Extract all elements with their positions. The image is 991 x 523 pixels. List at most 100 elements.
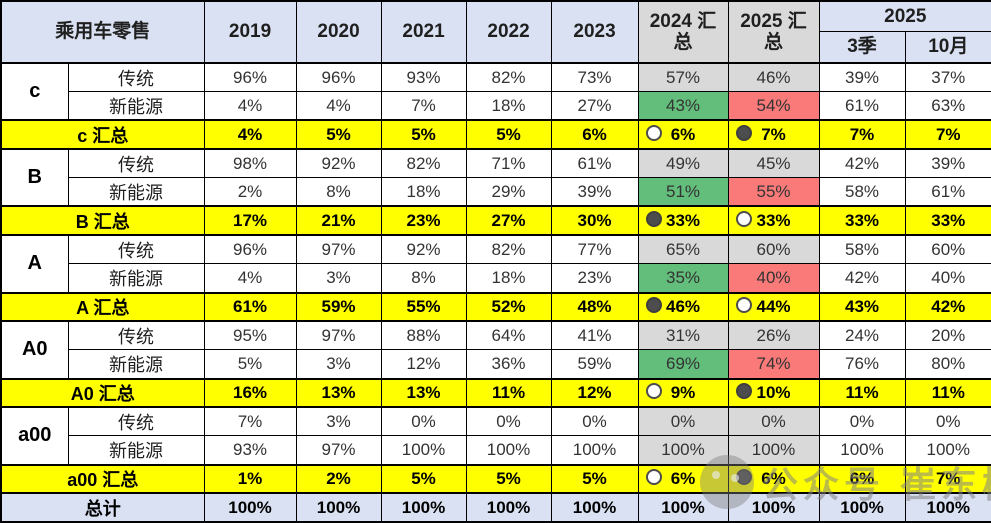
cell-value: 3%	[295, 263, 382, 293]
cell-value: 65%	[637, 234, 729, 265]
row-label-traditional: 传统	[67, 148, 205, 179]
row-B-summary: B 汇总 17% 21% 23% 27% 30% 33% 33% 33% 33%	[0, 205, 991, 237]
row-label-traditional: 传统	[67, 406, 205, 437]
segment-label-A0: A0	[0, 320, 69, 380]
cell-value: 13%	[295, 377, 382, 409]
cell-value: 9%	[637, 377, 729, 409]
row-label-nev: 新能源	[67, 349, 205, 380]
circle-dark-icon	[645, 210, 662, 227]
cell-value: 33%	[818, 205, 906, 237]
col-header-2019: 2019	[203, 0, 297, 64]
cell-value: 48%	[550, 291, 639, 323]
segment-label-A: A	[0, 234, 69, 294]
cell-value: 6%	[637, 463, 729, 495]
summary-label-A0: A0 汇总	[0, 377, 205, 409]
cell-value: 24%	[818, 320, 906, 351]
circle-dark-icon	[735, 124, 752, 141]
cell-value: 100%	[203, 492, 297, 523]
cell-value: 23%	[380, 205, 467, 237]
cell-value: 39%	[550, 177, 639, 207]
cell-value: 23%	[550, 263, 639, 293]
cell-value: 5%	[465, 119, 552, 151]
circle-white-icon	[645, 382, 662, 399]
cell-value: 61%	[904, 177, 991, 207]
cell-value: 100%	[380, 435, 467, 466]
cell-value: 55%	[380, 291, 467, 323]
cell-value: 18%	[465, 91, 552, 121]
cell-value: 95%	[203, 320, 297, 351]
cell-value: 61%	[550, 148, 639, 179]
cell-value: 18%	[380, 177, 467, 207]
cell-value: 0%	[380, 406, 467, 437]
row-A-summary: A 汇总 61% 59% 55% 52% 48% 46% 44% 43% 42%	[0, 291, 991, 323]
cell-value: 46%	[637, 291, 729, 323]
cell-value: 92%	[295, 148, 382, 179]
cell-value: 7%	[203, 406, 297, 437]
cell-value: 100%	[904, 492, 991, 523]
cell-value: 100%	[818, 435, 906, 466]
total-label: 总计	[0, 492, 205, 523]
cell-value: 100%	[295, 492, 382, 523]
cell-value: 5%	[380, 463, 467, 495]
col-header-3季: 3季	[818, 30, 906, 64]
circle-white-icon	[735, 296, 752, 313]
cell-value: 7%	[904, 463, 991, 495]
cell-value: 58%	[818, 234, 906, 265]
cell-value: 37%	[904, 62, 991, 93]
cell-value: 96%	[203, 234, 297, 265]
cell-value: 39%	[818, 62, 906, 93]
circle-dark-icon	[735, 382, 752, 399]
cell-value: 0%	[465, 406, 552, 437]
cell-value: 18%	[465, 263, 552, 293]
cell-value: 8%	[380, 263, 467, 293]
cell-value: 100%	[904, 435, 991, 466]
cell-value: 5%	[550, 463, 639, 495]
cell-value: 46%	[727, 62, 820, 93]
segment-label-c: c	[0, 62, 69, 121]
cell-value: 7%	[904, 119, 991, 151]
cell-value: 3%	[295, 349, 382, 380]
cell-value: 7%	[818, 119, 906, 151]
row-c-nev: 新能源 4% 4% 7% 18% 27% 43% 54% 61% 63%	[1, 91, 991, 121]
cell-value: 4%	[295, 91, 382, 121]
cell-value: 40%	[904, 263, 991, 293]
table-title: 乘用车零售	[0, 0, 205, 64]
cell-value: 11%	[904, 377, 991, 409]
cell-value: 59%	[295, 291, 382, 323]
cell-value: 4%	[203, 119, 297, 151]
cell-value: 0%	[818, 406, 906, 437]
cell-value: 93%	[380, 62, 467, 93]
cell-value: 100%	[465, 492, 552, 523]
cell-value: 52%	[465, 291, 552, 323]
cell-value: 3%	[295, 406, 382, 437]
cell-value: 20%	[904, 320, 991, 351]
row-label-traditional: 传统	[67, 234, 205, 265]
row-c-summary: c 汇总 4% 5% 5% 5% 6% 6% 7% 7% 7%	[0, 119, 991, 151]
cell-value: 2%	[295, 463, 382, 495]
circle-dark-icon	[645, 296, 662, 313]
cell-value: 43%	[637, 91, 729, 121]
cell-value: 93%	[203, 435, 297, 466]
cell-value: 0%	[550, 406, 639, 437]
cell-value: 82%	[380, 148, 467, 179]
table-body: c 传统 96% 96% 93% 82% 73% 57% 46% 39% 37% 新能源 4% 4% 7% 1…	[0, 62, 991, 523]
cell-value: 13%	[380, 377, 467, 409]
cell-value: 100%	[727, 492, 820, 523]
cell-value: 39%	[904, 148, 991, 179]
cell-value: 8%	[295, 177, 382, 207]
cell-value: 2%	[203, 177, 297, 207]
cell-value: 12%	[550, 377, 639, 409]
cell-value: 100%	[727, 435, 820, 466]
cell-value: 44%	[727, 291, 820, 323]
cell-value: 10%	[727, 377, 820, 409]
col-header-summary-2025: 2025 汇总	[727, 0, 820, 64]
col-header-2021: 2021	[380, 0, 467, 64]
cell-value: 74%	[727, 349, 820, 380]
cell-value: 97%	[295, 320, 382, 351]
row-label-traditional: 传统	[67, 320, 205, 351]
cell-value: 59%	[550, 349, 639, 380]
cell-value: 98%	[203, 148, 297, 179]
cell-value: 88%	[380, 320, 467, 351]
summary-label-B: B 汇总	[0, 205, 205, 237]
cell-value: 33%	[727, 205, 820, 237]
